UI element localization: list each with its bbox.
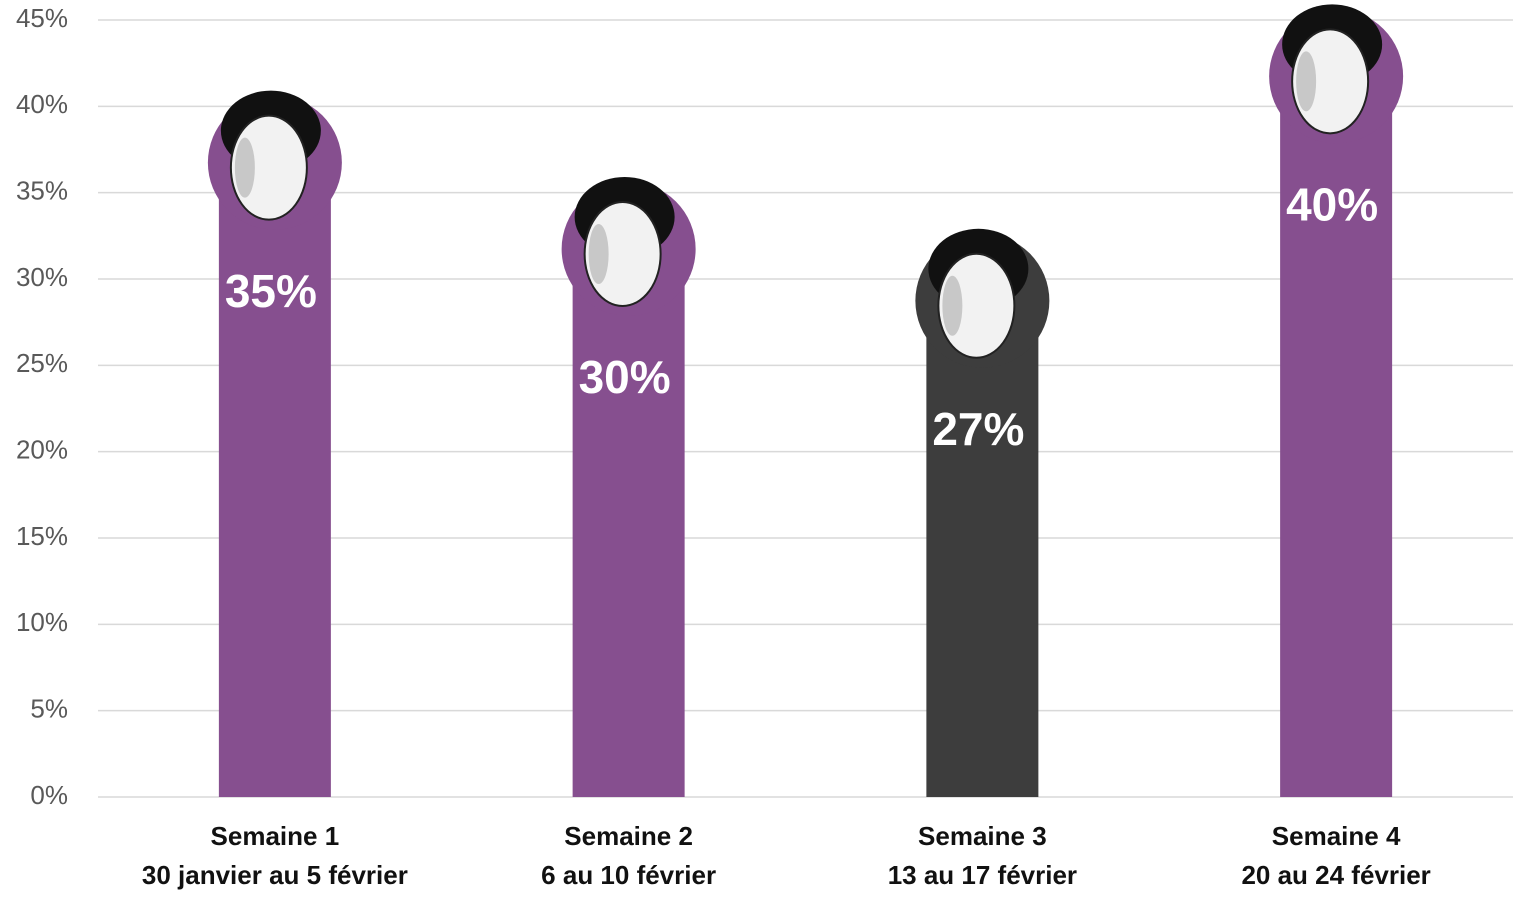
y-tick-label: 40%: [16, 89, 68, 119]
value-label: 35%: [225, 265, 317, 317]
x-tick-label: Semaine 4: [1272, 821, 1401, 851]
y-tick-label: 45%: [16, 3, 68, 33]
y-tick-label: 10%: [16, 607, 68, 637]
x-tick-label: 13 au 17 février: [888, 860, 1077, 890]
portrait-shade: [1296, 51, 1316, 111]
y-tick-label: 20%: [16, 435, 68, 465]
x-tick-label: Semaine 1: [211, 821, 340, 851]
y-tick-label: 5%: [30, 694, 68, 724]
y-tick-label: 15%: [16, 521, 68, 551]
portrait-shade: [589, 224, 609, 284]
y-tick-label: 30%: [16, 262, 68, 292]
x-tick-label: Semaine 3: [918, 821, 1047, 851]
portrait-shade: [235, 138, 255, 198]
value-label: 40%: [1286, 178, 1378, 230]
x-tick-label: 30 janvier au 5 février: [142, 860, 408, 890]
y-tick-label: 0%: [30, 780, 68, 810]
bar: [926, 331, 1038, 797]
chart: 0% 5% 10% 15% 20% 25% 30% 35% 40% 45% 35% Semaine 1…: [0, 0, 1513, 892]
x-tick-label: 6 au 10 février: [541, 860, 716, 890]
value-label: 27%: [932, 403, 1024, 455]
y-tick-label: 25%: [16, 348, 68, 378]
y-tick-label: 35%: [16, 176, 68, 206]
value-label: 30%: [579, 351, 671, 403]
x-tick-label: 20 au 24 février: [1241, 860, 1430, 890]
x-tick-label: Semaine 2: [564, 821, 693, 851]
portrait-shade: [942, 276, 962, 336]
